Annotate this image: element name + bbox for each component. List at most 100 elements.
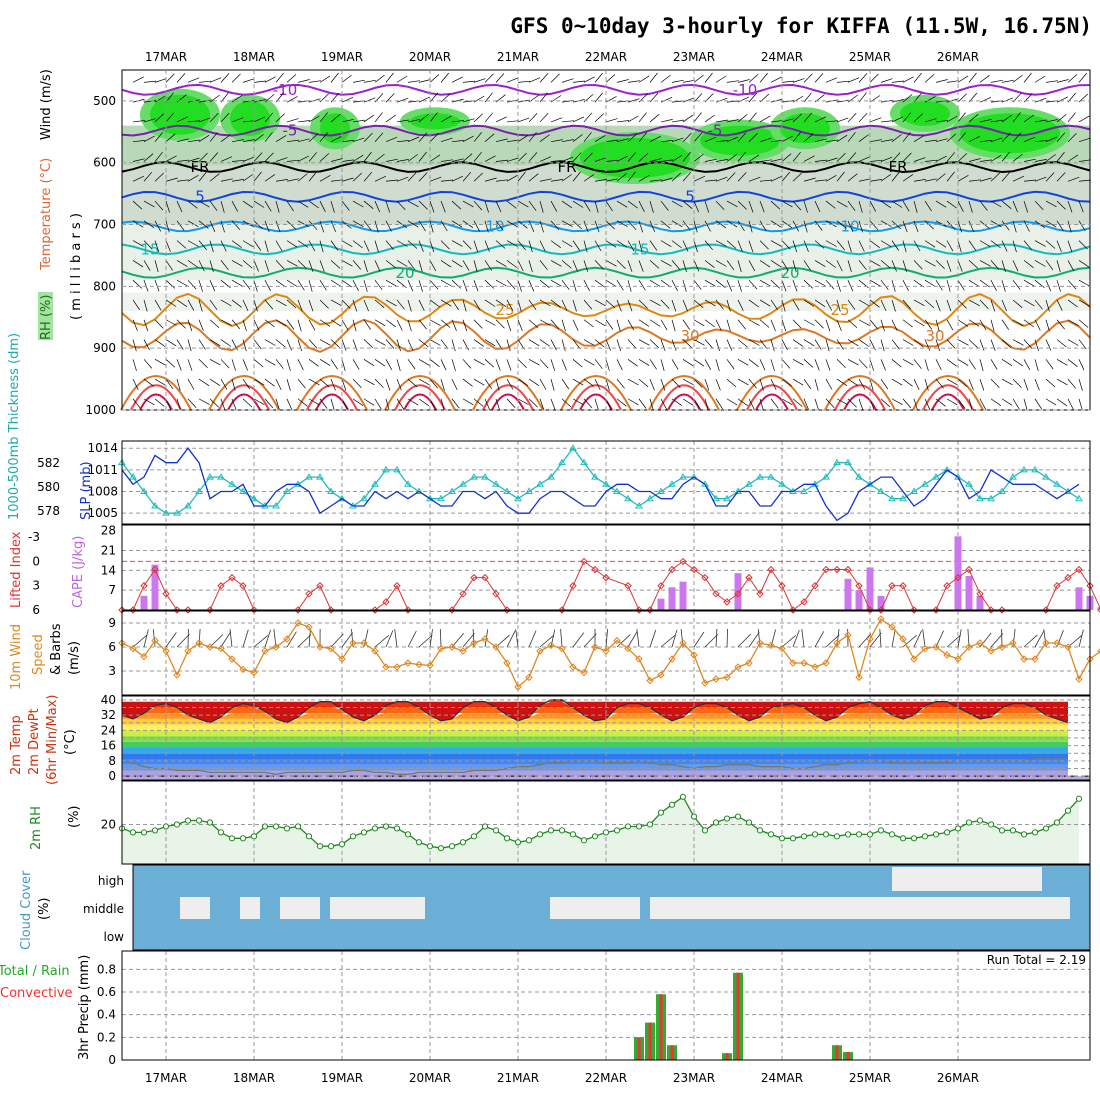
surface-wind-barb: [748, 631, 760, 648]
wind-barb: [627, 240, 635, 252]
wind-barb: [374, 200, 381, 213]
wind-barb: [638, 132, 647, 142]
thickness-series-point: [195, 487, 203, 495]
wind-barb: [286, 74, 297, 83]
wind-barb: [891, 359, 902, 368]
wind-barb: [770, 279, 781, 289]
panel-frame: [121, 950, 1091, 1061]
surface-wind-barb: [198, 628, 201, 648]
rh-tick-label: 20: [101, 817, 116, 831]
wind-barb: [627, 115, 639, 123]
wind-barb: [715, 75, 727, 83]
wind-barb: [616, 200, 628, 208]
wind-barb: [330, 158, 343, 162]
wind-barb: [594, 157, 607, 162]
wind-barb: [803, 359, 814, 368]
wind-barb: [902, 240, 907, 253]
wind-barb: [715, 279, 726, 288]
wind-barb: [627, 152, 636, 162]
rh-series-point: [129, 829, 137, 836]
wind-barb: [759, 72, 768, 83]
wind-barb: [341, 319, 349, 331]
wind-speed-series-point: [646, 676, 654, 685]
wind-barb: [418, 280, 423, 292]
wind-barb: [990, 154, 1002, 162]
wind-barb: [979, 359, 984, 371]
wind-barb: [440, 299, 452, 307]
wind-barb: [495, 378, 500, 391]
wind-barb: [1001, 151, 1010, 162]
wind-barb: [891, 80, 904, 83]
wind-barb: [462, 398, 474, 406]
wind-barb: [528, 319, 539, 328]
wind-barb: [132, 339, 137, 352]
wind-barb: [308, 80, 321, 83]
surface-temp-contour: [922, 384, 974, 411]
surface-wind-barb: [439, 628, 442, 648]
wind-barb: [176, 220, 185, 231]
wind-barb: [517, 80, 530, 83]
wind-barb: [264, 359, 276, 366]
rh-series-point: [371, 825, 379, 832]
wind-barb: [627, 398, 639, 406]
wind-barb: [473, 378, 485, 386]
wind-barb: [814, 179, 827, 182]
wind-barb: [209, 112, 219, 123]
wind-barb: [847, 299, 856, 310]
wind-barb: [187, 260, 198, 268]
panel-frame: [121, 695, 1091, 781]
surface-wind-barb: [781, 635, 796, 648]
wind-speed-series-point: [1097, 648, 1100, 654]
wind-barb: [550, 220, 560, 231]
wind-barb: [638, 398, 647, 409]
wind-barb: [913, 200, 918, 213]
wind-barb: [407, 280, 414, 292]
wind-barb: [968, 200, 973, 213]
surface-wind-barb: [636, 629, 640, 648]
wind-speed-series-point: [404, 659, 412, 667]
wind-barb: [1056, 280, 1061, 292]
wind-barb: [187, 120, 200, 123]
wind-barb: [748, 154, 760, 162]
wind-barb: [693, 398, 701, 410]
wind-barb: [814, 159, 827, 162]
rh-series-point: [723, 815, 731, 822]
wind-speed-series-point: [327, 644, 335, 653]
wind-barb: [242, 378, 251, 390]
wind-barb: [649, 279, 661, 287]
wind-barb: [198, 80, 211, 83]
wind-barb: [242, 139, 255, 143]
thickness-series-point: [272, 501, 280, 509]
rh-series-point: [855, 831, 863, 838]
wind-barb: [605, 279, 617, 287]
wind-barb: [946, 299, 952, 312]
wind-barb: [176, 179, 189, 182]
wind-barb: [748, 176, 761, 182]
wind-barb: [880, 299, 887, 312]
wind-barb: [814, 378, 819, 391]
panel-frame: [121, 780, 1091, 865]
wind-barb: [429, 154, 441, 162]
wind-barb: [891, 220, 902, 230]
wind-barb: [726, 339, 733, 351]
wind-barb: [759, 299, 771, 307]
wind-barb: [726, 136, 739, 143]
wind-barb: [319, 299, 329, 309]
wind-barb: [286, 378, 291, 391]
thickness-series-point: [415, 487, 423, 495]
wind-barb: [649, 179, 662, 182]
precip-convective-bar: [637, 1037, 641, 1060]
cape-bar: [668, 587, 676, 610]
wind-barb: [1001, 280, 1006, 292]
wind-barb: [374, 378, 384, 388]
rh-series-point: [217, 829, 225, 836]
wind-barb: [198, 319, 204, 332]
wind-barb: [638, 112, 647, 123]
wind-barb: [880, 78, 893, 83]
wind-barb: [935, 240, 947, 248]
wind-barb: [594, 92, 603, 103]
wind-barb: [352, 359, 360, 370]
wind-barb: [1067, 260, 1075, 272]
wind-barb: [484, 359, 495, 368]
wind-barb: [880, 339, 885, 352]
